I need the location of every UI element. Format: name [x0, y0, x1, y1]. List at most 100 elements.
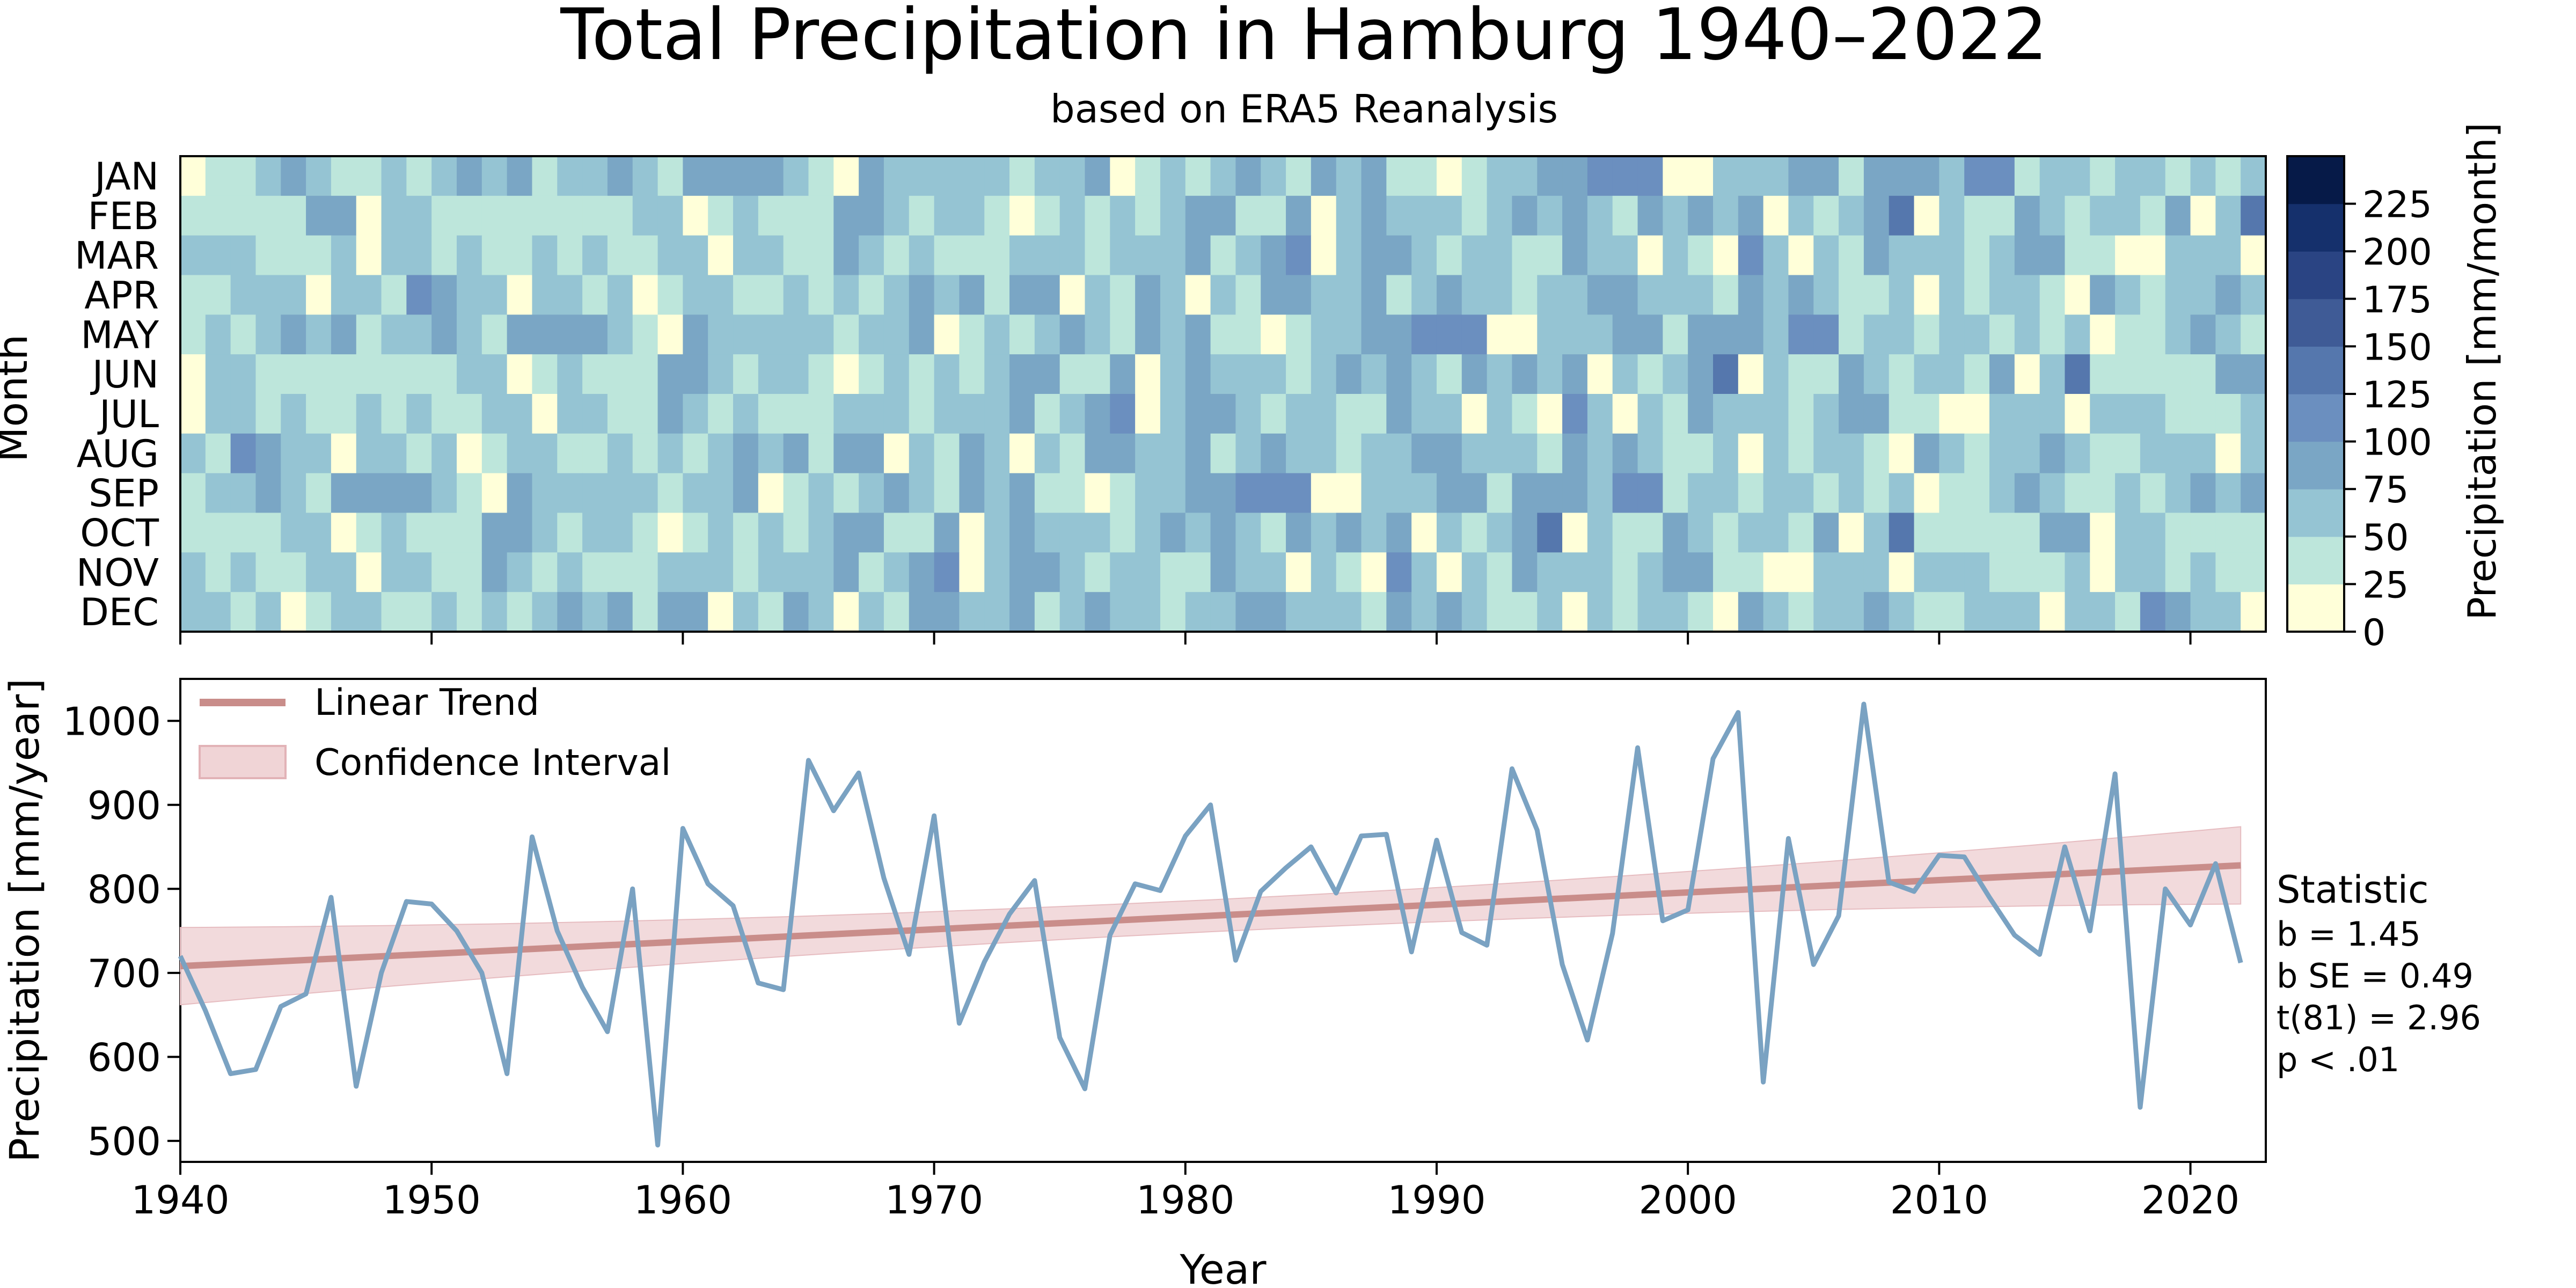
heatmap-cell: [1763, 394, 1789, 434]
heatmap-cell: [808, 394, 834, 434]
heatmap-cell: [1210, 433, 1236, 474]
heatmap-cell: [1839, 354, 1864, 394]
heatmap-cell: [255, 552, 281, 592]
heatmap-cell: [582, 433, 608, 474]
heatmap-cell: [356, 552, 382, 592]
heatmap-cell: [1713, 592, 1739, 632]
heatmap-cell: [2140, 314, 2166, 355]
heatmap-cell: [1663, 394, 1688, 434]
heatmap-cell: [1411, 235, 1437, 276]
heatmap-cell: [1386, 592, 1412, 632]
heatmap-cell: [1688, 513, 1714, 553]
heatmap-cell: [1512, 592, 1538, 632]
line-ylabel: Precipitation [mm/year]: [1, 678, 48, 1162]
heatmap-cell: [883, 275, 910, 315]
heatmap-cell: [1964, 235, 1990, 276]
heatmap-cell: [1461, 235, 1488, 276]
colorbar-tick-label: 200: [2362, 231, 2432, 274]
heatmap-cell: [1813, 314, 1839, 355]
heatmap-cell: [2115, 195, 2141, 236]
heatmap-cell: [1989, 592, 2015, 632]
colorbar-tick-label: 75: [2362, 469, 2409, 511]
heatmap-cell: [1286, 394, 1312, 434]
heatmap-cell: [1512, 433, 1538, 474]
heatmap-cell: [1261, 592, 1286, 632]
heatmap-cell: [1989, 314, 2015, 355]
heatmap-cell: [306, 235, 332, 276]
heatmap-cell: [1964, 592, 1990, 632]
heatmap-cell: [1235, 433, 1261, 474]
heatmap-cell: [1612, 513, 1638, 553]
heatmap-cell: [281, 156, 306, 196]
heatmap-cell: [230, 552, 257, 592]
heatmap-cell: [1512, 156, 1538, 196]
heatmap-cell: [859, 314, 884, 355]
heatmap-cell: [808, 275, 834, 315]
heatmap-cell: [457, 592, 482, 632]
heatmap-cell: [507, 156, 533, 196]
heatmap-cell: [281, 513, 306, 553]
heatmap-cell: [1537, 195, 1563, 236]
heatmap-cell: [1034, 473, 1060, 514]
heatmap-cell: [1788, 394, 1814, 434]
heatmap-cell: [2241, 473, 2266, 514]
heatmap-cell: [1964, 354, 1990, 394]
heatmap-cell: [532, 354, 558, 394]
heatmap-cell: [255, 394, 281, 434]
heatmap-cell: [431, 394, 457, 434]
heatmap-cell: [1261, 513, 1286, 553]
heatmap-cell: [758, 433, 784, 474]
heatmap-cell: [2039, 433, 2066, 474]
heatmap-cell: [356, 433, 382, 474]
heatmap-cell: [733, 592, 759, 632]
heatmap-cell: [180, 552, 206, 592]
heatmap-cell: [1110, 235, 1136, 276]
heatmap-cell: [1964, 195, 1990, 236]
heatmap-cell: [1386, 513, 1412, 553]
heatmap-cell: [632, 156, 658, 196]
heatmap-cell: [2190, 235, 2216, 276]
heatmap-cell: [1537, 314, 1563, 355]
heatmap-cell: [1637, 552, 1663, 592]
heatmap-cell: [833, 513, 859, 553]
heatmap-cell: [1738, 354, 1764, 394]
heatmap-cell: [783, 275, 809, 315]
heatmap-cell: [1964, 552, 1990, 592]
heatmap-cell: [205, 513, 231, 553]
heatmap-cell: [1713, 235, 1739, 276]
heatmap-cell: [1135, 513, 1161, 553]
heatmap-cell: [1110, 156, 1136, 196]
heatmap-cell: [1135, 473, 1161, 514]
heatmap-cell: [1512, 314, 1538, 355]
heatmap-cell: [1763, 275, 1789, 315]
heatmap-cell: [1286, 592, 1312, 632]
heatmap-cell: [909, 473, 935, 514]
heatmap-cell: [1361, 354, 1387, 394]
heatmap-cell: [507, 354, 533, 394]
heatmap-cell: [909, 592, 935, 632]
heatmap-cell: [1813, 275, 1839, 315]
heatmap-cell: [1185, 394, 1211, 434]
heatmap-cell: [808, 235, 834, 276]
heatmap-cell: [758, 275, 784, 315]
heatmap-cell: [230, 513, 257, 553]
heatmap-cell: [1185, 275, 1211, 315]
heatmap-cell: [1863, 394, 1890, 434]
heatmap-cell: [2190, 195, 2216, 236]
heatmap-cell: [2039, 314, 2066, 355]
heatmap-cell: [381, 394, 407, 434]
heatmap-cell: [2215, 473, 2241, 514]
heatmap-cell: [1914, 394, 1940, 434]
heatmap-cell: [783, 354, 809, 394]
heatmap-cell: [708, 513, 734, 553]
heatmap-cell: [1286, 235, 1312, 276]
heatmap-cell: [1612, 275, 1638, 315]
heatmap-cell: [1411, 394, 1437, 434]
heatmap-cell: [1361, 473, 1387, 514]
heatmap-cell: [1663, 195, 1688, 236]
heatmap-cell: [1009, 394, 1035, 434]
heatmap-cell: [1839, 552, 1864, 592]
heatmap-cell: [2215, 314, 2241, 355]
heatmap-cell: [1336, 552, 1362, 592]
heatmap-cell: [1034, 592, 1060, 632]
